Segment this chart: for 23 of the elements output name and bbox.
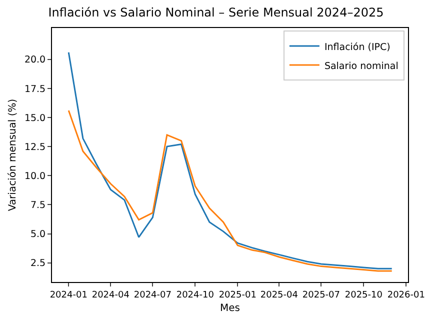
x-tick-label: 2024-10 — [176, 290, 214, 300]
x-tick-label: 2025-10 — [344, 290, 383, 300]
y-tick-label: 17.5 — [24, 84, 46, 95]
legend-label: Salario nominal — [324, 60, 398, 72]
y-tick-label: 15.0 — [24, 112, 46, 124]
y-tick-label: 7.5 — [30, 200, 46, 212]
y-tick-label: 5.0 — [30, 229, 46, 240]
x-tick-label: 2025-01 — [218, 290, 256, 300]
x-tick-label: 2025-04 — [260, 290, 298, 300]
y-tick-label: 10.0 — [24, 170, 46, 182]
x-tick-label: 2026-01 — [387, 290, 425, 300]
y-axis-title: Variación mensual (%) — [7, 98, 18, 212]
y-tick-label: 2.5 — [30, 258, 46, 270]
chart-title: Inflación vs Salario Nominal – Serie Mensual 2024–2025 — [48, 6, 384, 20]
legend-label: Inflación (IPC) — [324, 42, 390, 53]
x-tick-label: 2024-01 — [50, 290, 88, 300]
y-tick-label: 12.5 — [24, 142, 46, 153]
y-tick-label: 20.0 — [24, 54, 46, 66]
x-tick-label: 2025-07 — [302, 290, 340, 300]
x-axis-title: Mes — [220, 302, 240, 314]
x-tick-label: 2024-07 — [134, 290, 172, 300]
x-tick-label: 2024-04 — [92, 290, 130, 300]
line-series — [68, 110, 393, 272]
